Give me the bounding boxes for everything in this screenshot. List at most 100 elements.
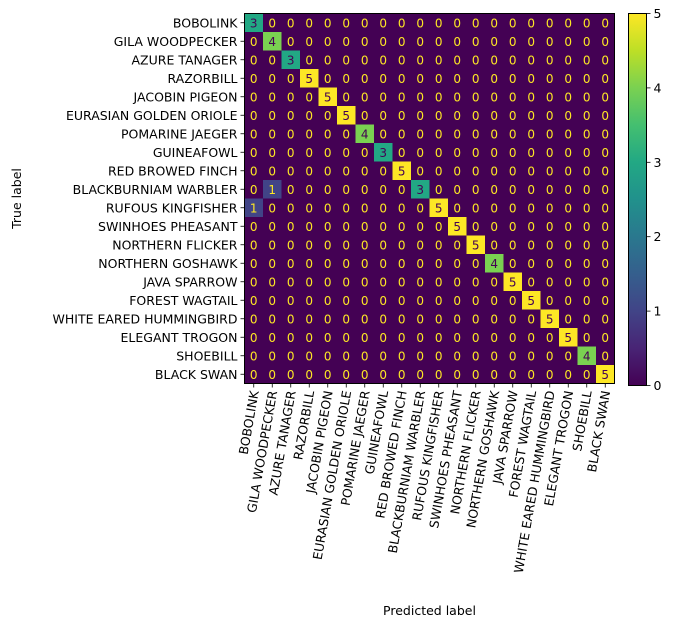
- cell-value-label: 5: [472, 238, 480, 252]
- heatmap-cell: [485, 13, 504, 33]
- heatmap-cell: [466, 87, 486, 107]
- heatmap-cell: [559, 328, 578, 347]
- cell-value-label: 0: [564, 275, 572, 289]
- heatmap-cell: [411, 254, 430, 273]
- cell-value-label: 0: [342, 90, 350, 104]
- cell-value-label: 5: [546, 312, 554, 326]
- cell-value-label: 0: [250, 164, 258, 178]
- cell-value-label: 0: [361, 146, 369, 160]
- cell-value-label: 0: [287, 275, 295, 289]
- heatmap-cell: [577, 106, 597, 125]
- cell-value-label: 0: [324, 127, 332, 141]
- heatmap-cell: [540, 328, 560, 347]
- cell-value-label: 3: [379, 146, 387, 160]
- heatmap-cell: [559, 254, 578, 273]
- heatmap-cell: [485, 217, 504, 236]
- heatmap-cell: [318, 309, 338, 329]
- heatmap-cell: [485, 272, 504, 292]
- heatmap-cell: [540, 69, 560, 88]
- heatmap-cell: [244, 50, 264, 70]
- heatmap-cell: [281, 346, 301, 366]
- cell-value-label: 0: [546, 90, 554, 104]
- cell-value-label: 0: [361, 90, 369, 104]
- cell-value-label: 0: [398, 331, 406, 345]
- cell-value-label: 0: [490, 72, 498, 86]
- cell-value-label: 0: [453, 183, 461, 197]
- cell-value-label: 0: [472, 201, 480, 215]
- cell-value-label: 0: [546, 257, 554, 271]
- cell-value-label: 0: [472, 53, 480, 67]
- cell-value-label: 0: [398, 257, 406, 271]
- heatmap-cell: [522, 87, 541, 107]
- cell-value-label: 0: [268, 53, 276, 67]
- cell-value-label: 0: [435, 275, 443, 289]
- heatmap-cell: [429, 106, 449, 125]
- cell-value-label: 0: [435, 90, 443, 104]
- heatmap-cell: [300, 365, 319, 384]
- cell-value-label: 0: [453, 146, 461, 160]
- cell-value-label: 0: [453, 201, 461, 215]
- cell-value-label: 0: [379, 238, 387, 252]
- cell-value-label: 1: [250, 201, 258, 215]
- cell-value-label: 0: [305, 90, 313, 104]
- y-axis-ticks: BOBOLINK GILA WOODPECKER AZURE TANAGER RAZO…: [53, 15, 245, 382]
- heatmap-cell: [374, 198, 393, 218]
- cell-value-label: 0: [472, 16, 480, 30]
- cell-value-label: 0: [268, 238, 276, 252]
- cell-value-label: 0: [250, 53, 258, 67]
- heatmap-cell: [411, 180, 430, 199]
- cell-value-label: 0: [416, 220, 424, 234]
- cell-value-label: 0: [379, 72, 387, 86]
- cell-value-label: 0: [601, 53, 609, 67]
- cell-value-label: 0: [583, 294, 591, 308]
- heatmap-cell: [522, 13, 541, 33]
- heatmap-cell: [503, 291, 523, 310]
- cell-value-label: 0: [546, 35, 554, 49]
- cell-value-label: 0: [564, 16, 572, 30]
- heatmap-cell: [540, 346, 560, 366]
- cell-value-label: 0: [546, 183, 554, 197]
- cell-value-label: 0: [509, 146, 517, 160]
- heatmap-cell: [596, 50, 615, 70]
- cell-value-label: 0: [601, 238, 609, 252]
- cell-value-label: 0: [453, 238, 461, 252]
- heatmap-cell: [485, 69, 504, 88]
- heatmap-cell: [300, 235, 319, 255]
- heatmap-cell: [337, 198, 356, 218]
- heatmap-cell: [540, 217, 560, 236]
- heatmap-cell: [337, 309, 356, 329]
- heatmap-cell: [429, 50, 449, 70]
- heatmap-cell: [503, 328, 523, 347]
- heatmap-cell: [577, 32, 597, 51]
- heatmap-cell: [466, 32, 486, 51]
- cell-value-label: 0: [527, 72, 535, 86]
- heatmap-cell: [559, 309, 578, 329]
- cell-value-label: 0: [527, 109, 535, 123]
- heatmap-cell: [429, 365, 449, 384]
- cell-value-label: 0: [472, 257, 480, 271]
- cell-value-label: 0: [601, 35, 609, 49]
- heatmap-cell: [263, 13, 282, 33]
- cell-value-label: 0: [379, 183, 387, 197]
- cell-value-label: 0: [250, 127, 258, 141]
- cell-value-label: 0: [324, 53, 332, 67]
- cell-value-label: 0: [509, 90, 517, 104]
- cell-value-label: 0: [601, 72, 609, 86]
- cell-value-label: 0: [416, 90, 424, 104]
- cell-value-label: 0: [527, 349, 535, 363]
- cell-value-label: 0: [546, 331, 554, 345]
- heatmap-cell: [559, 346, 578, 366]
- cell-value-label: 0: [583, 16, 591, 30]
- cell-value-label: 0: [527, 275, 535, 289]
- cell-value-label: 0: [305, 257, 313, 271]
- heatmap-cell: [559, 50, 578, 70]
- cell-value-label: 0: [416, 349, 424, 363]
- cell-value-label: 0: [287, 368, 295, 382]
- cell-value-label: 0: [324, 238, 332, 252]
- cell-value-label: 0: [361, 35, 369, 49]
- cell-value-label: 0: [305, 164, 313, 178]
- heatmap-cell: [429, 235, 449, 255]
- heatmap-cell: [355, 309, 375, 329]
- heatmap-cell: [503, 13, 523, 33]
- cell-value-label: 0: [527, 127, 535, 141]
